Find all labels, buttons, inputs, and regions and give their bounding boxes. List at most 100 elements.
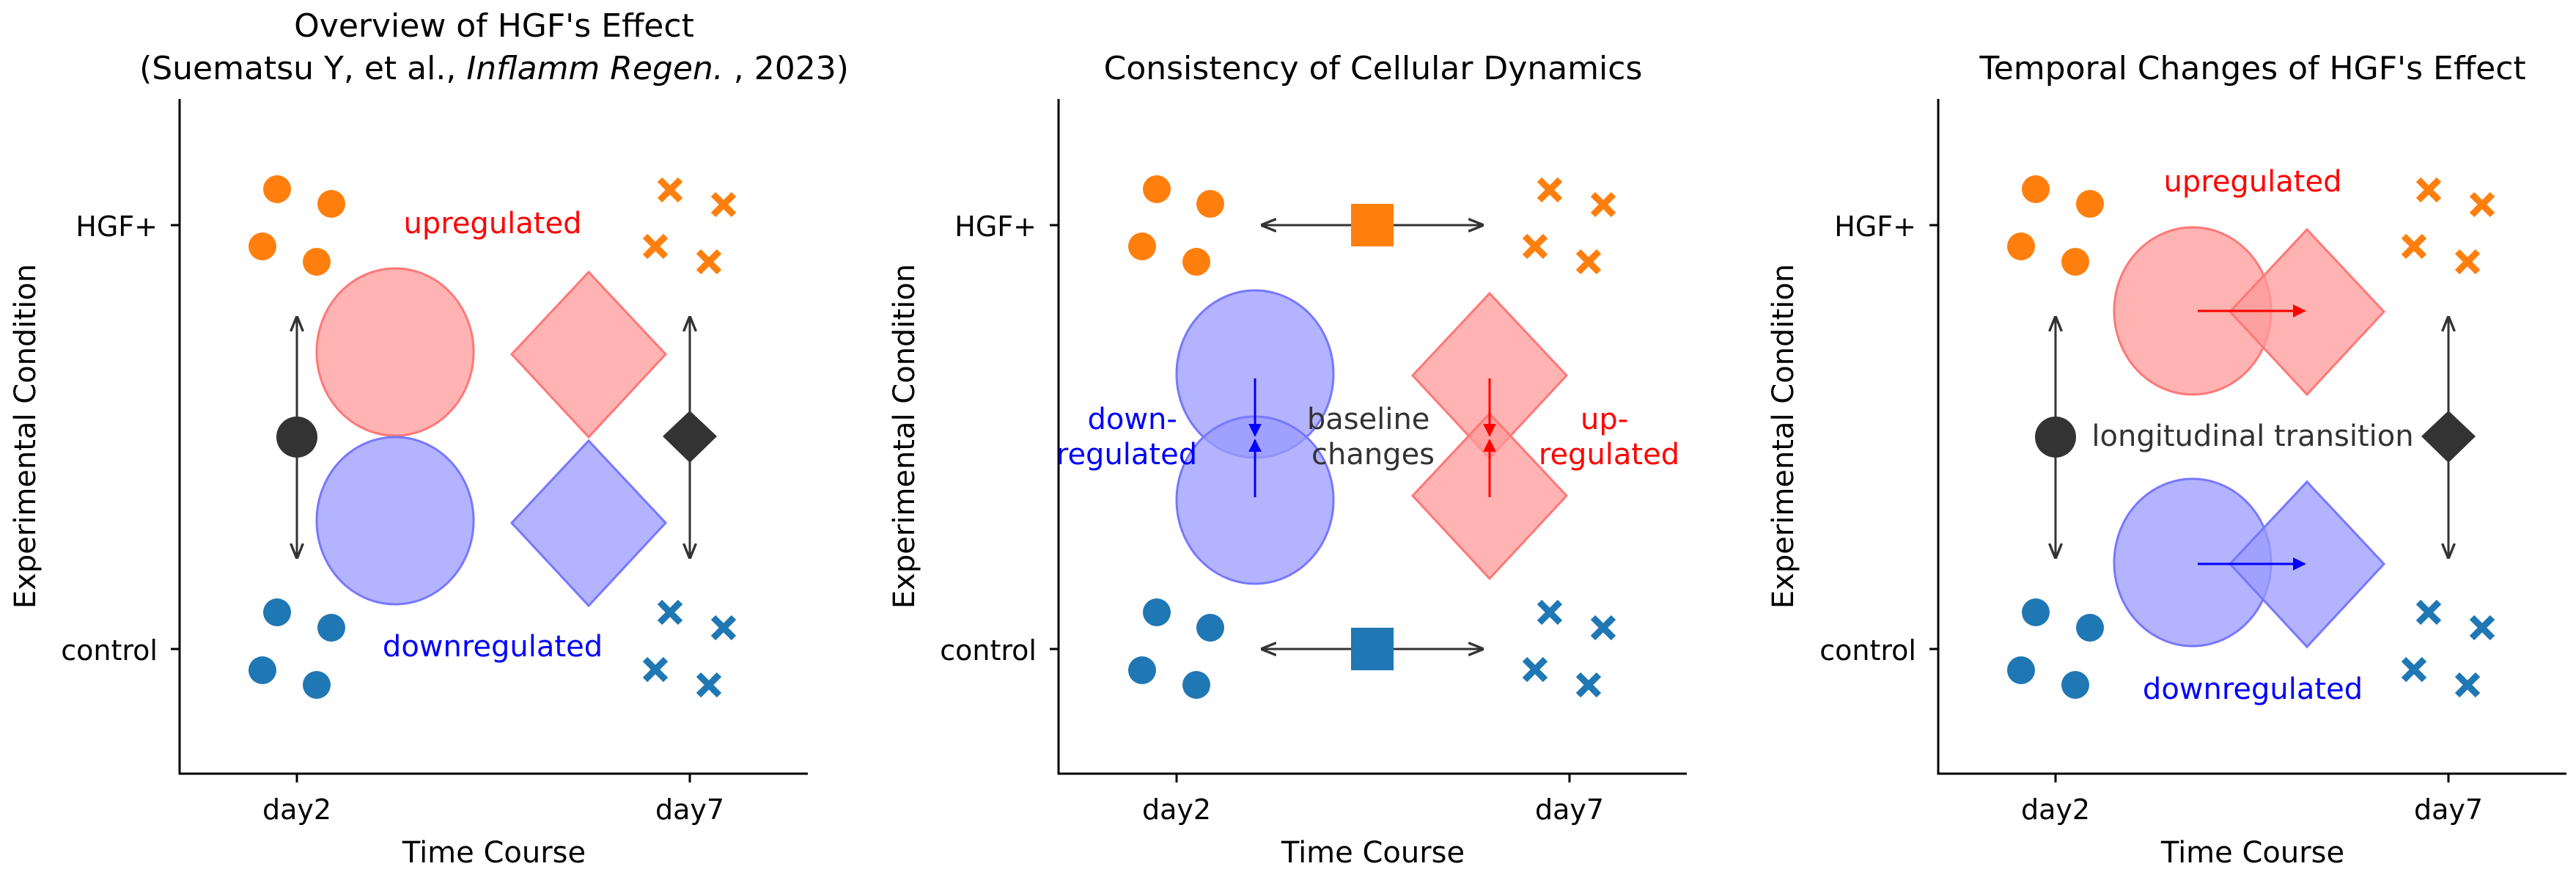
label-up-line2: regulated: [1539, 438, 1679, 472]
y-tick-label-control: control: [61, 634, 158, 667]
y-tick-label-hgf: HGF+: [1834, 210, 1916, 243]
orange-dot: [1182, 248, 1210, 276]
blue-cross: [2401, 656, 2427, 683]
label-up-line1: up-: [1580, 403, 1628, 436]
label-upregulated: upregulated: [404, 207, 582, 241]
label-upregulated: upregulated: [2164, 165, 2342, 199]
blue-dot: [263, 598, 291, 626]
orange-cross: [1575, 249, 1602, 275]
label-mid-line1: baseline: [1307, 403, 1430, 436]
panel-consistency: Consistency of Cellular Dynamics HGF+ co…: [888, 50, 1687, 870]
label-downregulated: down- regulated: [1056, 403, 1197, 472]
blue-dots-day2: [2007, 598, 2104, 699]
day7-marker-diamond: [2421, 411, 2476, 463]
panel-title: Temporal Changes of HGF's Effect: [1979, 50, 2525, 87]
label-downregulated: downregulated: [2143, 672, 2363, 706]
x-tick-label-day2: day2: [2021, 793, 2090, 826]
x-tick-label-day2: day2: [1142, 793, 1211, 826]
upregulated-diamond: [509, 270, 668, 439]
blue-dot: [1196, 614, 1224, 642]
blue-cross: [1575, 672, 1602, 698]
blue-crosses-day7: [642, 599, 737, 698]
blue-dot: [2007, 656, 2035, 684]
blue-dots-day2: [1128, 598, 1224, 699]
orange-dot: [2007, 232, 2035, 260]
label-downregulated: downregulated: [383, 630, 603, 664]
orange-cross: [2454, 249, 2481, 275]
orange-cross: [696, 249, 722, 275]
blue-cross: [642, 656, 669, 683]
x-axis-label: Time Course: [402, 836, 586, 870]
x-axis-label: Time Course: [2160, 836, 2344, 870]
orange-cross: [642, 233, 669, 260]
blue-cross: [657, 599, 683, 626]
upregulated-diamond: [2228, 227, 2386, 397]
citation-suffix: , 2023): [724, 50, 849, 87]
downregulated-ellipse: [315, 436, 475, 606]
orange-cross: [1522, 233, 1548, 260]
axis-spines: [178, 99, 808, 775]
panel-overview: Overview of HGF's Effect (Suematsu Y, et…: [9, 7, 849, 870]
y-tick-label-control: control: [1819, 634, 1916, 667]
orange-dot: [303, 248, 331, 276]
blue-cross: [1522, 656, 1548, 683]
label-upregulated: up- regulated: [1539, 403, 1679, 472]
blue-dots-day2: [249, 598, 345, 699]
orange-cross: [2415, 177, 2442, 203]
blue-cross: [2454, 672, 2481, 698]
blue-crosses-day7: [1522, 599, 1616, 698]
y-tick-label-hgf: HGF+: [954, 210, 1037, 243]
panel-title-line2: (Suematsu Y, et al., Inflamm Regen. , 20…: [139, 50, 849, 87]
x-tick-label-day7: day7: [655, 793, 724, 826]
orange-cross: [657, 177, 683, 203]
hgf-square-marker: [1351, 204, 1394, 246]
label-down-line2: regulated: [1056, 438, 1197, 472]
orange-dot: [2076, 190, 2104, 218]
y-axis-label: Experimental Condition: [1767, 264, 1800, 609]
day2-marker-circle: [276, 417, 317, 458]
orange-dot: [2022, 175, 2050, 203]
blue-dot: [2061, 671, 2089, 699]
blue-cross: [2415, 599, 2442, 626]
blue-cross: [710, 615, 737, 641]
citation-prefix: (Suematsu Y, et al.,: [139, 50, 466, 87]
blue-dot: [1182, 671, 1210, 699]
orange-dots-day2: [1128, 175, 1224, 276]
blue-cross: [1590, 615, 1616, 641]
downregulated-diamond: [2228, 480, 2386, 649]
x-axis-label: Time Course: [1281, 836, 1465, 870]
blue-dot: [2076, 614, 2104, 642]
y-axis-label: Experimental Condition: [9, 264, 43, 609]
day2-marker-circle: [2035, 417, 2076, 458]
day7-marker-diamond: [663, 411, 717, 463]
x-tick-label-day2: day2: [262, 793, 331, 826]
orange-cross: [710, 191, 737, 218]
orange-dot: [1143, 175, 1171, 203]
label-mid-line2: changes: [1311, 438, 1435, 472]
label-down-line1: down-: [1087, 403, 1177, 436]
orange-crosses-day7: [1522, 177, 1616, 275]
orange-dot: [2061, 248, 2089, 276]
axis-spines: [1937, 99, 2566, 775]
blue-dot: [317, 614, 345, 642]
blue-dot: [2022, 598, 2050, 626]
orange-cross: [1537, 177, 1563, 203]
blue-dot: [1143, 598, 1171, 626]
downregulated-diamond: [509, 439, 668, 608]
orange-dot: [1128, 232, 1156, 260]
orange-crosses-day7: [642, 177, 737, 275]
orange-dot: [1196, 190, 1224, 218]
label-baseline-changes: baseline changes: [1307, 403, 1439, 472]
x-tick-label-day7: day7: [1535, 793, 1604, 826]
orange-crosses-day7: [2401, 177, 2495, 275]
orange-cross: [2401, 233, 2427, 260]
control-square-marker: [1351, 628, 1394, 670]
blue-cross: [1537, 599, 1563, 626]
panel-temporal: Temporal Changes of HGF's Effect HGF+ co…: [1767, 50, 2566, 870]
orange-dot: [317, 190, 345, 218]
upregulated-ellipse: [315, 267, 475, 437]
orange-dot: [249, 232, 276, 260]
blue-dot: [303, 671, 331, 699]
orange-dots-day2: [2007, 175, 2104, 276]
